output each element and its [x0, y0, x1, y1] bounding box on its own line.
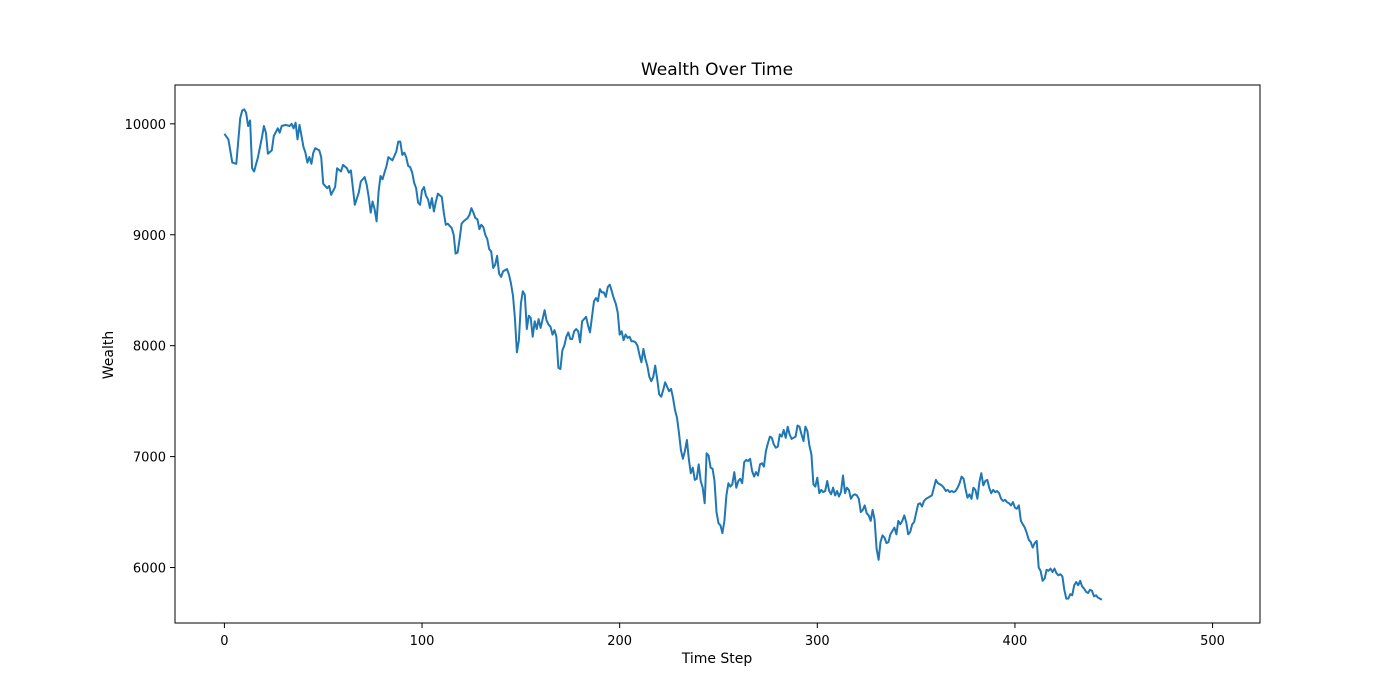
y-tick-label: 7000: [133, 451, 166, 466]
y-tick-label: 8000: [133, 340, 166, 355]
x-tick-label: 400: [1003, 634, 1028, 649]
wealth-series-line: [223, 108, 1103, 601]
y-axis-ticks: 6000 7000 8000 9000 10000: [125, 118, 175, 577]
y-tick-label: 9000: [133, 229, 166, 244]
plot-frame: [174, 84, 1261, 624]
x-axis-label: Time Step: [681, 651, 753, 667]
x-tick-label: 500: [1200, 634, 1225, 649]
x-axis-ticks: 0 100 200 300 400 500: [220, 623, 1225, 649]
x-tick-label: 0: [220, 634, 228, 649]
x-tick-label: 200: [607, 634, 632, 649]
chart-title: Wealth Over Time: [641, 60, 793, 80]
y-tick-label: 6000: [133, 562, 166, 577]
x-tick-label: 300: [805, 634, 830, 649]
y-axis-label: Wealth: [101, 331, 117, 379]
plot-area: [174, 84, 1261, 624]
x-tick-label: 100: [410, 634, 435, 649]
y-tick-label: 10000: [125, 118, 166, 133]
